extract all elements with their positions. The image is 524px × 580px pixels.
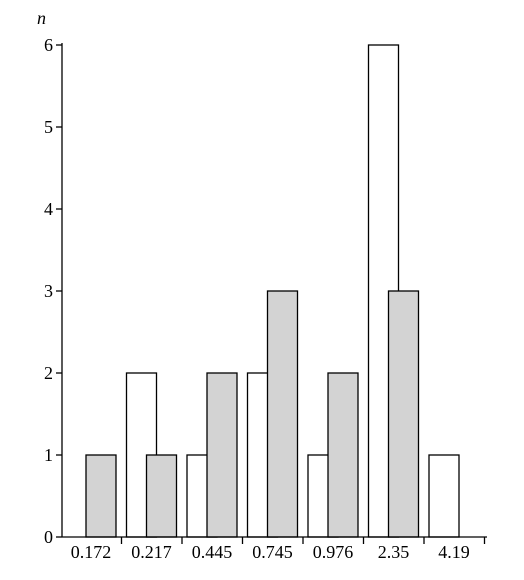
y-ticks-group: 0 1 2 3 4 5 6: [44, 35, 62, 547]
bar-series2-0.445: [206, 372, 238, 538]
x-tick-label-0.976: 0.976: [313, 542, 354, 562]
y-tick-label-3: 3: [44, 281, 53, 301]
bar-series2-0.217: [145, 454, 178, 538]
x-ticks-group: 0.172 0.217 0.445 0.745 0.976 2.35 4.19: [71, 537, 486, 562]
y-tick-label-1: 1: [44, 445, 53, 465]
bar-series2-2.35: [387, 290, 420, 538]
y-tick-label-0: 0: [44, 527, 53, 547]
bar-series2-0.976: [327, 372, 359, 538]
y-tick-label-2: 2: [44, 363, 53, 383]
x-tick-label-0.217: 0.217: [131, 542, 172, 562]
x-tick-label-2.35: 2.35: [378, 542, 410, 562]
x-tick-label-0.445: 0.445: [192, 542, 233, 562]
y-axis-title: n: [37, 8, 46, 28]
y-tick-label-5: 5: [44, 117, 53, 137]
x-tick-label-0.172: 0.172: [71, 542, 112, 562]
y-tick-label-4: 4: [44, 199, 53, 219]
x-tick-label-0.745: 0.745: [252, 542, 293, 562]
bar-series2-0.745: [266, 290, 299, 538]
bar-series1-4.19: [428, 454, 460, 538]
y-tick-label-6: 6: [44, 35, 53, 55]
bars-group: [85, 44, 460, 538]
x-tick-label-4.19: 4.19: [438, 542, 470, 562]
bar-series2-0.172: [85, 454, 117, 538]
